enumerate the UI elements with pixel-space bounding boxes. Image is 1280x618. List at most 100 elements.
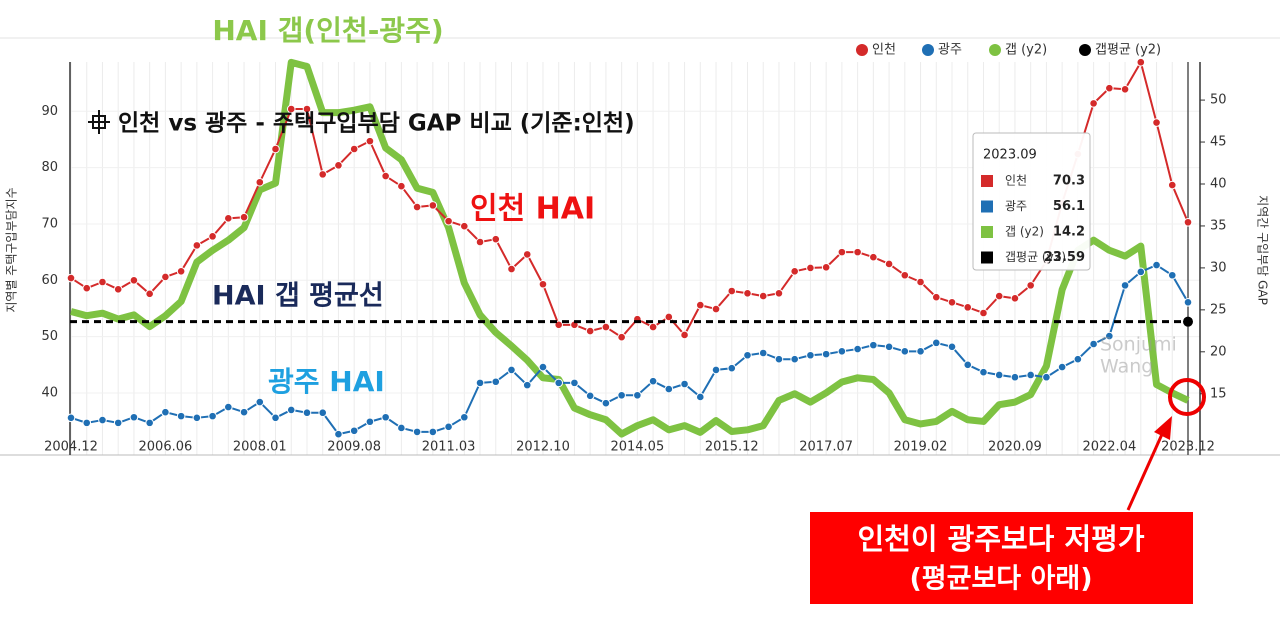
data-point [1105, 331, 1114, 341]
data-point [475, 237, 485, 247]
data-point [790, 266, 799, 276]
data-point [444, 216, 453, 226]
series-line [70, 58, 1190, 438]
data-point [1136, 57, 1146, 67]
x-tick-label: 2023.12 [1161, 440, 1215, 455]
y2-axis-label: 지역간 구입부담 GAP [1256, 195, 1270, 305]
legend-label: 갭 (y2) [1005, 43, 1047, 58]
data-point [727, 286, 737, 296]
data-point [869, 252, 878, 262]
data-point [145, 289, 154, 299]
data-point [129, 276, 139, 285]
legend-marker [1079, 44, 1091, 56]
data-point [192, 241, 202, 250]
data-point [963, 360, 973, 370]
tooltip-label: 인천 [1005, 173, 1027, 188]
data-point [522, 250, 532, 259]
data-point [837, 347, 847, 356]
data-point [916, 347, 925, 356]
data-point [821, 263, 831, 272]
y-tick-label: 70 [41, 216, 58, 231]
data-point [900, 347, 910, 356]
data-point [1057, 362, 1067, 372]
y-tick-label: 50 [41, 329, 58, 344]
data-point [979, 367, 988, 377]
tooltip-value: 23.59 [1044, 250, 1085, 265]
y2-tick-label: 30 [1210, 260, 1227, 275]
data-point [853, 344, 862, 354]
highlight-circle [1168, 378, 1206, 416]
data-point [1152, 118, 1161, 127]
data-point [507, 264, 516, 274]
data-point [790, 354, 799, 364]
watermark: Wang [1100, 356, 1153, 378]
data-point [1089, 339, 1098, 349]
annotation: HAI 갭(인천-광주) [212, 14, 443, 47]
data-point [192, 413, 202, 423]
x-tick-label: 2006.06 [139, 440, 193, 455]
arrow [1126, 431, 1165, 511]
legend-marker [989, 44, 1001, 56]
data-point [460, 412, 469, 422]
arrow-head [1154, 416, 1172, 440]
data-point [397, 423, 406, 433]
data-point [286, 104, 296, 114]
x-tick-label: 2014.05 [610, 440, 664, 455]
data-point [1120, 84, 1130, 94]
data-point [334, 161, 343, 170]
data-point [412, 202, 422, 212]
data-point [931, 292, 941, 302]
x-tick-label: 2004.12 [44, 440, 98, 455]
annotation: HAI 갭 평균선 [212, 281, 384, 312]
data-point [648, 322, 658, 332]
data-point [774, 354, 784, 364]
data-point [758, 291, 768, 301]
data-point [979, 308, 988, 318]
data-point [318, 170, 328, 179]
data-point [208, 411, 217, 421]
data-point [743, 350, 752, 360]
data-point [821, 349, 831, 359]
data-point [585, 326, 595, 336]
x-tick-label: 2017.07 [799, 440, 853, 455]
data-point [208, 232, 217, 241]
tooltip: 2023.09 인천 70.3 광주 56.1 갭 (y2) 14.2 갭평균 (y2)23… [972, 132, 1091, 271]
data-point [145, 418, 154, 428]
tooltip-marker [981, 226, 993, 238]
data-point [947, 297, 957, 307]
tooltip-value: 70.3 [1053, 174, 1085, 189]
data-point [1183, 297, 1193, 307]
data-point [806, 263, 815, 273]
data-point [1026, 370, 1035, 380]
data-point [318, 408, 328, 418]
data-point [302, 104, 312, 114]
data-point [98, 415, 107, 425]
data-point [758, 348, 768, 358]
data-point [365, 417, 375, 427]
data-point [554, 378, 564, 388]
data-point [900, 270, 910, 280]
data-point [680, 379, 689, 389]
data-point [570, 378, 579, 388]
data-point [176, 266, 186, 276]
data-point [224, 402, 233, 412]
data-point [1136, 267, 1146, 277]
data-point [428, 201, 438, 210]
y-tick-label: 90 [41, 104, 58, 119]
data-point [161, 407, 170, 417]
data-point [224, 214, 233, 223]
x-tick-label: 2015.12 [705, 440, 759, 455]
y-tick-label: 80 [41, 160, 58, 175]
data-point [601, 398, 611, 408]
data-point [161, 272, 170, 282]
data-point [129, 412, 139, 422]
data-point [397, 181, 406, 191]
data-point [1010, 372, 1020, 382]
data-point [601, 322, 611, 332]
data-point [113, 418, 123, 428]
data-point [648, 376, 658, 386]
data-point [1089, 99, 1098, 108]
data-point [1042, 372, 1051, 382]
data-point [994, 291, 1004, 301]
data-point [774, 288, 784, 298]
